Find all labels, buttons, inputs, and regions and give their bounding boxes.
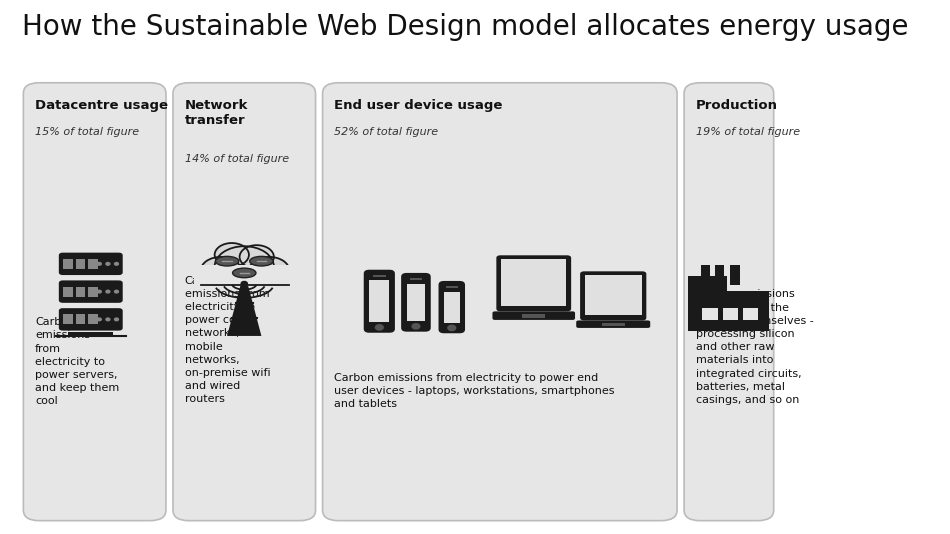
Text: 52% of total figure: 52% of total figure [334,127,438,137]
Point [121,333,132,339]
Bar [714,265,724,285]
Polygon shape [227,286,261,336]
Circle shape [98,290,102,293]
FancyBboxPatch shape [24,83,166,521]
FancyBboxPatch shape [59,308,123,331]
Point [230,300,241,307]
Bar [731,265,740,285]
Text: 19% of total figure: 19% of total figure [695,127,800,137]
Point [247,300,258,307]
Bar [76,287,86,296]
Bar [702,308,718,320]
Point [50,333,62,339]
Circle shape [115,318,119,321]
Circle shape [375,325,383,330]
Bar [370,280,390,322]
Bar [743,308,758,320]
Point [195,281,206,288]
Text: Network
transfer: Network transfer [184,99,248,127]
Text: Carbon emissions
from making the
devices themselves -
processing silicon
and oth: Carbon emissions from making the devices… [695,289,813,405]
Circle shape [115,263,119,265]
Bar [409,278,422,280]
Bar [88,315,98,324]
Circle shape [412,324,420,329]
Bar [68,332,113,336]
Point [226,315,238,321]
Circle shape [106,290,110,293]
Bar [446,286,458,288]
FancyBboxPatch shape [492,311,575,320]
Circle shape [249,257,290,285]
Circle shape [215,246,274,287]
Bar [689,290,770,331]
Bar [723,308,738,320]
Point [260,258,272,264]
Bar [64,315,73,324]
Bar [194,265,294,288]
Text: End user device usage: End user device usage [334,99,503,112]
Ellipse shape [233,268,256,278]
Point [226,258,238,264]
Point [243,270,255,276]
Point [217,258,228,264]
Point [234,270,245,276]
FancyBboxPatch shape [401,273,430,332]
FancyBboxPatch shape [59,280,123,303]
FancyBboxPatch shape [323,83,677,521]
Circle shape [447,325,456,331]
Circle shape [239,245,274,269]
Circle shape [215,243,249,266]
Bar [76,315,86,324]
Ellipse shape [216,256,238,266]
Point [251,258,262,264]
Text: Datacentre usage: Datacentre usage [35,99,168,112]
Circle shape [200,257,241,285]
FancyBboxPatch shape [496,255,571,311]
Circle shape [106,318,110,321]
Point [251,315,262,321]
Text: Carbon emissions from electricity to power end
user devices - laptops, workstati: Carbon emissions from electricity to pow… [334,373,615,409]
Bar [407,284,426,321]
Text: Carbon
emissions from
electricity to
power core
networks,
mobile
networks,
on-pr: Carbon emissions from electricity to pow… [184,276,271,404]
Bar [64,259,73,269]
Bar [88,287,98,296]
Circle shape [98,318,102,321]
Text: How the Sustainable Web Design model allocates energy usage: How the Sustainable Web Design model all… [22,13,908,41]
FancyBboxPatch shape [577,320,650,328]
FancyBboxPatch shape [580,271,646,320]
Bar [601,323,625,326]
Bar [585,274,641,315]
Text: Production: Production [695,99,778,112]
FancyBboxPatch shape [439,281,466,333]
Bar [444,292,460,323]
FancyBboxPatch shape [684,83,773,521]
Circle shape [241,281,247,286]
Point [284,281,295,288]
Bar [522,315,545,318]
FancyBboxPatch shape [173,83,315,521]
FancyBboxPatch shape [364,270,395,333]
Text: 14% of total figure: 14% of total figure [184,154,289,164]
Text: 15% of total figure: 15% of total figure [35,127,140,137]
Bar [689,276,728,290]
Bar [501,258,566,306]
Circle shape [106,263,110,265]
Circle shape [98,263,102,265]
Ellipse shape [250,256,273,266]
Bar [701,265,711,285]
Bar [64,287,73,296]
FancyBboxPatch shape [59,253,123,275]
Text: Carbon
emissions
from
electricity to
power servers,
and keep them
cool: Carbon emissions from electricity to pow… [35,317,120,406]
Circle shape [115,290,119,293]
Bar [76,259,86,269]
Bar [373,274,386,277]
Bar [88,259,98,269]
